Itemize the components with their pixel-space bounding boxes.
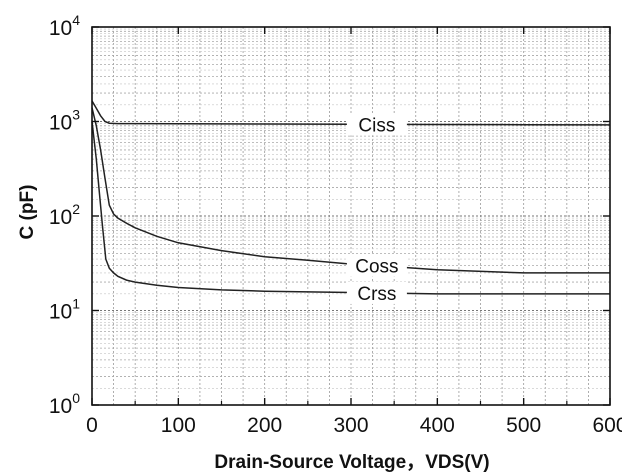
x-tick-label: 200 <box>247 414 282 437</box>
y-tick-label: 103 <box>49 107 80 135</box>
x-tick-label: 400 <box>420 414 455 437</box>
x-axis-title: Drain-Source Voltage，VDS(V) <box>214 452 489 473</box>
axis-ticks: 0 100 200 300 400 500 600 100 101 102 103 104 <box>49 12 622 437</box>
x-tick-label: 300 <box>333 414 368 437</box>
grid <box>92 27 610 405</box>
y-tick-label: 100 <box>49 390 80 418</box>
series-label-coss: Coss <box>355 257 398 278</box>
x-tick-label: 100 <box>161 414 196 437</box>
x-tick-label: 600 <box>592 414 622 437</box>
series-label-background <box>346 113 407 136</box>
series-label-crss: Crss <box>357 284 396 305</box>
series-line-ciss <box>91 100 611 126</box>
series-lines: Ciss Coss Crss <box>91 100 611 305</box>
y-axis-title: C (pF) <box>17 185 38 240</box>
series-label-background <box>346 281 407 304</box>
y-tick-label: 102 <box>49 201 80 229</box>
y-tick-label: 104 <box>49 12 80 40</box>
x-tick-label: 0 <box>86 414 98 437</box>
series-label-background <box>346 254 407 277</box>
y-tick-label: 101 <box>49 296 80 324</box>
series-label-ciss: Ciss <box>358 115 395 136</box>
x-tick-label: 500 <box>506 414 541 437</box>
